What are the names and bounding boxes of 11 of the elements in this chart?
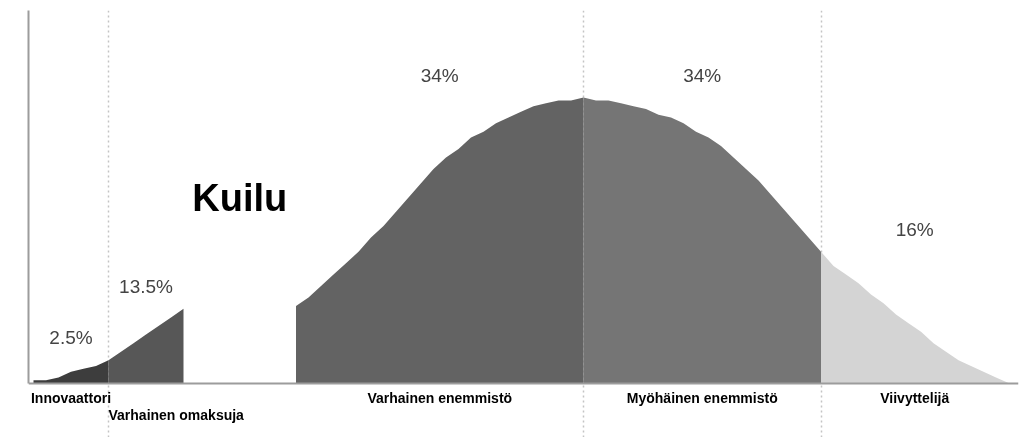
series-label: Viivyttelijä bbox=[880, 390, 950, 407]
text: 34% bbox=[683, 64, 722, 86]
series-label: Innovaattori bbox=[30, 390, 112, 407]
text: 34% bbox=[420, 64, 459, 86]
annotation: 16% bbox=[895, 218, 934, 240]
annotation: Kuilu bbox=[192, 176, 288, 219]
annotation: 2.5% bbox=[49, 327, 93, 349]
series-label: Varhainen omaksuja bbox=[108, 407, 245, 424]
series-label: Myöhäinen enemmistö bbox=[626, 390, 778, 407]
annotation: 13.5% bbox=[119, 275, 174, 297]
series-label: Varhainen enemmistö bbox=[367, 390, 513, 407]
